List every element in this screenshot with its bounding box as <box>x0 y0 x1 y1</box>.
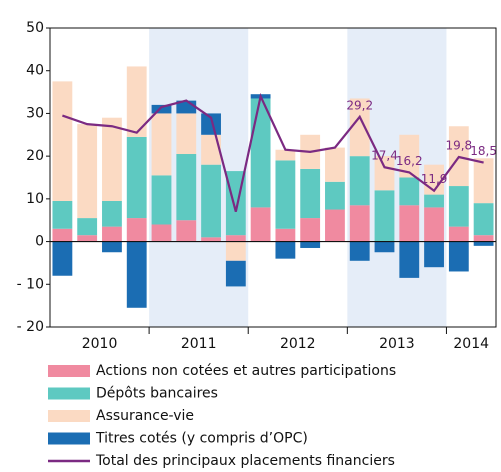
bar-segment <box>349 205 370 242</box>
x-group-label: 2010 <box>82 336 118 352</box>
bar-segment <box>52 241 73 276</box>
bar-segment <box>176 220 197 242</box>
bar-segment <box>225 235 246 242</box>
bar-segment <box>126 66 147 137</box>
bar-segment <box>399 177 420 206</box>
bar-segment <box>424 207 444 242</box>
bar-segment <box>300 218 321 242</box>
bar-segment <box>325 209 345 242</box>
bar-segment <box>77 235 98 242</box>
y-tick-label: 10 <box>26 191 44 207</box>
bar-segment <box>126 241 147 308</box>
bar-segment <box>201 164 221 238</box>
bar-segment <box>77 124 98 219</box>
bar-segment <box>325 181 345 210</box>
y-tick-label: 40 <box>26 63 44 79</box>
total-line <box>62 92 484 212</box>
bar-segment <box>399 205 420 242</box>
bar-segment <box>102 117 122 201</box>
bar-segment <box>151 224 172 242</box>
bar-segment <box>225 260 246 287</box>
x-group-label: 2013 <box>379 336 415 352</box>
y-tick-label: 20 <box>26 148 44 164</box>
value-label: 18,5 <box>470 144 497 158</box>
bar-segment <box>102 241 122 253</box>
bar-segment <box>349 241 370 261</box>
bar-segment <box>176 154 197 221</box>
bar-segment <box>176 113 197 155</box>
legend-label: Dépôts bancaires <box>96 386 218 402</box>
legend-swatch <box>48 387 90 400</box>
bar-segment <box>349 98 370 157</box>
bar-segment <box>151 113 172 176</box>
bar-segment <box>448 226 469 242</box>
bar-segment <box>349 156 370 206</box>
value-label: 11,9 <box>421 172 448 186</box>
bar-segment <box>52 200 73 229</box>
bar-segment <box>77 218 98 236</box>
bar-segment <box>275 160 296 229</box>
bar-segment <box>151 104 172 114</box>
bar-segment <box>250 207 271 242</box>
bar-segment <box>448 241 469 272</box>
value-label: 17,4 <box>371 149 398 163</box>
y-tick-label: - 20 <box>17 319 44 335</box>
y-tick-label: 50 <box>26 20 44 36</box>
bar-segment <box>52 81 73 201</box>
legend-label: Assurance-vie <box>96 408 194 424</box>
bar-segment <box>374 190 395 242</box>
value-label: 29,2 <box>346 98 373 112</box>
bar-segment <box>473 158 494 204</box>
bar-segment <box>52 228 73 242</box>
legend-label: Total des principaux placements financie… <box>95 453 395 468</box>
value-label: 19,8 <box>445 138 472 152</box>
bar-segment <box>151 175 172 225</box>
bar-segment <box>102 226 122 242</box>
bar-segment <box>399 134 420 178</box>
bar-segment <box>424 194 444 208</box>
bar-segment <box>126 218 147 242</box>
bar-segment <box>473 203 494 236</box>
bar-segment <box>374 241 395 253</box>
x-group-label: 2014 <box>453 336 489 352</box>
bar-segment <box>250 98 271 208</box>
x-group-label: 2011 <box>181 336 217 352</box>
bar-segment <box>225 241 246 261</box>
legend-label: Actions non cotées et autres participati… <box>96 363 396 379</box>
bar-segment <box>201 134 221 165</box>
bar-segment <box>275 149 296 161</box>
bar-segment <box>473 241 494 246</box>
bar-segment <box>424 241 444 268</box>
bar-segment <box>102 200 122 227</box>
y-tick-label: 0 <box>35 234 44 250</box>
legend-swatch <box>48 432 90 445</box>
y-tick-label: - 10 <box>17 276 44 292</box>
bar-segment <box>448 186 469 227</box>
bar-segment <box>300 241 321 248</box>
bar-segment <box>374 156 395 191</box>
bar-segment <box>473 235 494 242</box>
legend-swatch <box>48 365 90 377</box>
plot-frame <box>49 27 497 328</box>
bar-segment <box>201 113 221 135</box>
legend-label: Titres cotés (y compris d’OPC) <box>95 431 308 447</box>
bar-segment <box>275 241 296 259</box>
bar-segment <box>275 228 296 242</box>
value-label: 16,2 <box>396 154 423 168</box>
legend-swatch <box>48 410 90 422</box>
bar-segment <box>399 241 420 278</box>
y-tick-label: 30 <box>26 105 44 121</box>
x-group-label: 2012 <box>280 336 316 352</box>
bar-segment <box>126 136 147 219</box>
bar-segment <box>300 168 321 219</box>
bar-segment <box>201 237 221 242</box>
bar-segment <box>325 147 345 182</box>
